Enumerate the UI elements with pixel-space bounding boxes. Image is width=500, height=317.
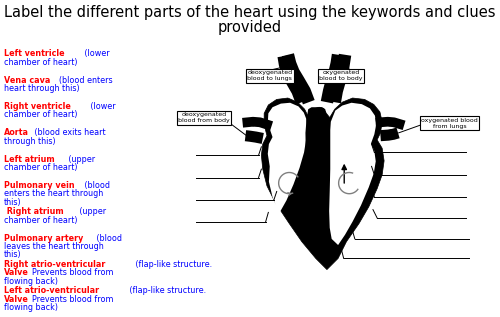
Text: Aorta: Aorta [4,128,29,137]
Text: Right atrio-ventricular: Right atrio-ventricular [4,260,105,269]
Text: leaves the heart through: leaves the heart through [4,242,103,251]
Text: (upper: (upper [66,155,95,164]
Text: Prevents blood from: Prevents blood from [32,268,114,277]
Text: flowing back): flowing back) [4,277,58,286]
Text: Label the different parts of the heart using the keywords and clues: Label the different parts of the heart u… [4,5,496,20]
Text: Valve: Valve [4,295,28,304]
Polygon shape [268,103,307,214]
Text: deoxygenated
blood from body: deoxygenated blood from body [178,112,230,123]
Text: Left atrium: Left atrium [4,155,54,164]
Text: Prevents blood from: Prevents blood from [32,295,114,304]
Text: chamber of heart): chamber of heart) [4,216,77,225]
Text: (lower: (lower [82,49,110,58]
Text: heart through this): heart through this) [4,84,80,93]
Text: enters the heart through: enters the heart through [4,190,103,198]
Text: this): this) [4,250,21,259]
Text: oxygenated blood
from lungs: oxygenated blood from lungs [422,118,478,129]
Text: Left ventricle: Left ventricle [4,49,64,58]
Text: Pulmonary vein: Pulmonary vein [4,181,74,190]
Text: through this): through this) [4,137,56,146]
Text: Right ventricle: Right ventricle [4,102,70,111]
Text: (flap-like structure.: (flap-like structure. [128,287,206,295]
Polygon shape [262,98,384,269]
Text: oxygenated
blood to body: oxygenated blood to body [319,70,362,81]
Polygon shape [306,107,327,253]
Text: chamber of heart): chamber of heart) [4,58,77,67]
Text: deoxygenated
blood to lungs: deoxygenated blood to lungs [247,70,292,81]
Text: Left atrio-ventricular: Left atrio-ventricular [4,287,99,295]
Polygon shape [329,103,376,245]
Text: (upper: (upper [77,207,106,217]
Text: (flap-like structure.: (flap-like structure. [133,260,212,269]
Text: (lower: (lower [88,102,116,111]
Text: chamber of heart): chamber of heart) [4,163,77,172]
Text: flowing back): flowing back) [4,303,58,312]
Text: Vena cava: Vena cava [4,76,50,85]
Text: (blood exits heart: (blood exits heart [32,128,106,137]
Text: Right atrium: Right atrium [4,207,64,217]
Text: (blood: (blood [82,181,110,190]
Text: Pulmonary artery: Pulmonary artery [4,234,83,243]
Text: chamber of heart): chamber of heart) [4,110,77,120]
Text: Valve: Valve [4,268,28,277]
Text: (blood enters: (blood enters [54,76,113,85]
Text: (blood: (blood [94,234,122,243]
Text: this): this) [4,198,21,207]
Text: provided: provided [218,20,282,35]
